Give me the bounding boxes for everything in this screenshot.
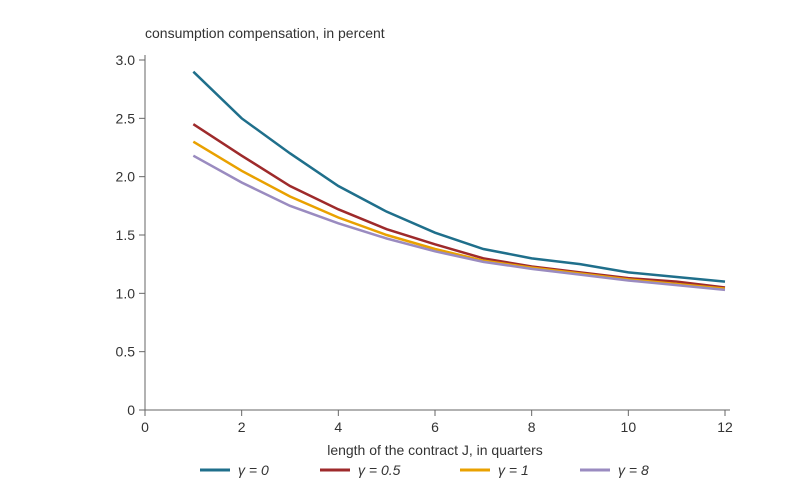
legend-label-gamma-05: γ = 0.5 xyxy=(358,462,401,478)
y-tick-label: 1.5 xyxy=(116,227,136,243)
legend-label-gamma-1: γ = 1 xyxy=(498,462,529,478)
x-tick-label: 0 xyxy=(141,419,149,435)
x-tick-label: 10 xyxy=(621,419,637,435)
chart-title: consumption compensation, in percent xyxy=(145,25,385,41)
line-chart: consumption compensation, in percent 0 0.5… xyxy=(0,0,800,501)
y-tick-label: 2.5 xyxy=(116,110,136,126)
chart-background xyxy=(0,0,800,501)
legend-label-gamma-8: γ = 8 xyxy=(618,462,649,478)
x-tick-label: 8 xyxy=(528,419,536,435)
x-tick-label: 12 xyxy=(717,419,733,435)
x-tick-label: 4 xyxy=(334,419,342,435)
y-tick-label: 0 xyxy=(127,402,135,418)
legend-label-gamma-0: γ = 0 xyxy=(238,462,269,478)
x-tick-label: 6 xyxy=(431,419,439,435)
x-tick-label: 2 xyxy=(238,419,246,435)
x-axis-label: length of the contract J, in quarters xyxy=(327,442,543,458)
y-tick-label: 0.5 xyxy=(116,344,136,360)
y-tick-label: 2.0 xyxy=(116,169,136,185)
y-tick-label: 3.0 xyxy=(116,52,136,68)
y-tick-label: 1.0 xyxy=(116,285,136,301)
